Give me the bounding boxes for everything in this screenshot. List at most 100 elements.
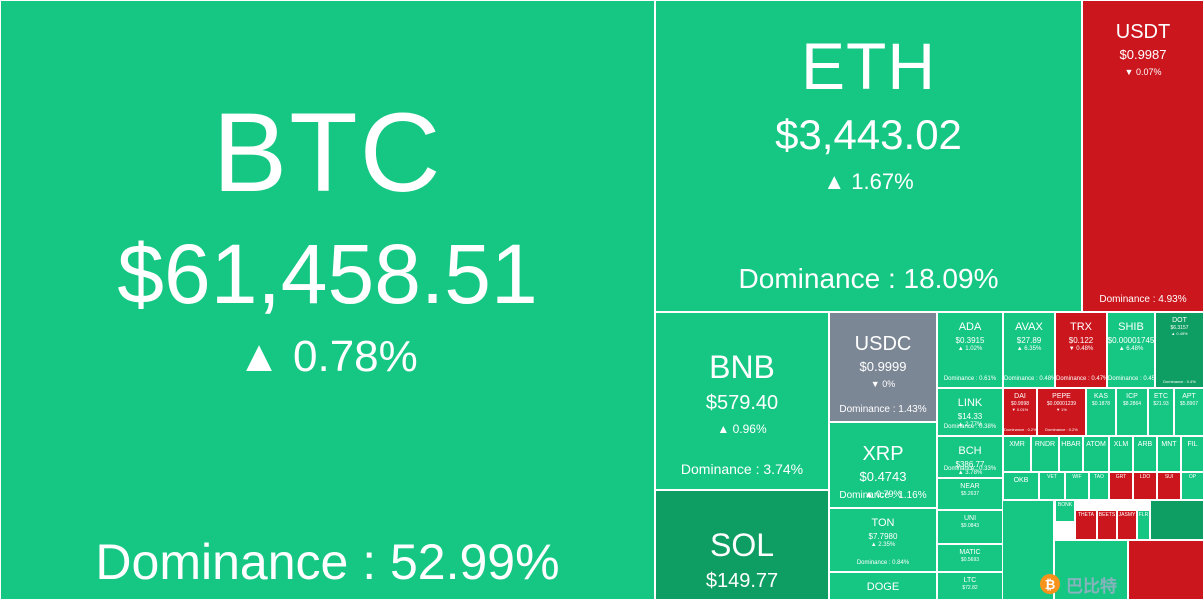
heatmap-tile-eth[interactable]: ETH $3,443.02 ▲ 1.67% Dominance : 18.09% bbox=[655, 0, 1082, 312]
heatmap-tile-grt[interactable]: GRT bbox=[1109, 472, 1133, 500]
heatmap-tile-doge[interactable]: DOGE bbox=[829, 572, 937, 600]
tile-symbol: WIF bbox=[1072, 474, 1082, 480]
heatmap-tile-xrp[interactable]: XRP $0.4743 ▲ 0.79% Dominance : 1.16% bbox=[829, 422, 937, 508]
tile-change: ▲ 1.67% bbox=[823, 169, 914, 195]
heatmap-tile-matic[interactable]: MATIC $0.5693 bbox=[937, 544, 1003, 572]
tile-symbol: OKB bbox=[1013, 477, 1029, 484]
tile-symbol: TAO bbox=[1094, 474, 1104, 480]
heatmap-tile-ldo[interactable]: LDO bbox=[1133, 472, 1157, 500]
heatmap-tile-mnt[interactable]: MNT bbox=[1157, 436, 1181, 472]
heatmap-tile-vet[interactable]: VET bbox=[1039, 472, 1065, 500]
tile-dominance: Dominance : 1.16% bbox=[839, 489, 927, 501]
heatmap-tile-bonk[interactable]: BONK bbox=[1055, 500, 1075, 522]
tile-price: $0.9987 bbox=[1119, 47, 1167, 62]
tile-dominance: Dominance : 0.45% bbox=[1108, 376, 1155, 383]
heatmap-tile-fil[interactable]: FIL bbox=[1181, 436, 1204, 472]
heatmap-tile-tao[interactable]: TAO bbox=[1089, 472, 1109, 500]
heatmap-tile-atom[interactable]: ATOM bbox=[1083, 436, 1109, 472]
heatmap-tile-uni[interactable]: UNI $9.0843 bbox=[937, 510, 1003, 544]
tile-price: $149.77 bbox=[705, 569, 779, 592]
tile-price: $9.0843 bbox=[960, 523, 980, 530]
heatmap-tile-avax[interactable]: AVAX $27.89 ▲ 6.35% Dominance : 0.48% bbox=[1003, 312, 1055, 388]
tile-price: $0.9998 bbox=[1010, 401, 1030, 408]
heatmap-tile-sui[interactable]: SUI bbox=[1157, 472, 1181, 500]
tile-dominance: Dominance : 0.61% bbox=[943, 376, 997, 383]
tile-symbol: VET bbox=[1047, 474, 1057, 480]
heatmap-tile-icp[interactable]: ICP $8.2864 bbox=[1116, 388, 1148, 436]
tile-dominance: Dominance : 0.2% bbox=[1004, 427, 1037, 433]
heatmap-tile-usdt[interactable]: USDT $0.9987 ▼ 0.07% Dominance : 4.93% bbox=[1082, 0, 1204, 312]
heatmap-tile-okb[interactable]: OKB bbox=[1003, 472, 1039, 500]
heatmap-tile-bnb[interactable]: BNB $579.40 ▲ 0.96% Dominance : 3.74% bbox=[655, 312, 829, 490]
heatmap-tile-flr[interactable]: FLR bbox=[1137, 510, 1150, 540]
tile-symbol: PEPE bbox=[1052, 393, 1071, 400]
heatmap-tile-beets[interactable]: BEETS bbox=[1097, 510, 1117, 540]
tile-price: $3,443.02 bbox=[775, 110, 962, 158]
tile-dominance: Dominance : 0.4% bbox=[1163, 379, 1196, 385]
tile-change: ▼ 0.01% bbox=[1011, 406, 1029, 412]
tile-price: $72.82 bbox=[962, 585, 978, 592]
tile-dominance: Dominance : 0.38% bbox=[943, 424, 997, 431]
heatmap-tile-apt[interactable]: APT $5.8907 bbox=[1174, 388, 1204, 436]
heatmap-tile-link[interactable]: LINK $14.33 ▲ 2.77% Dominance : 0.38% bbox=[937, 388, 1003, 436]
heatmap-tile-bch[interactable]: BCH $386.77 ▲ 3.78% Dominance : 0.33% bbox=[937, 436, 1003, 478]
tile-dominance: Dominance : 0.47% bbox=[1056, 376, 1107, 383]
tile-change: ▼ 0.07% bbox=[1124, 66, 1162, 77]
heatmap-tile-dot[interactable]: DOT $6.3157 ▲ 0.49% Dominance : 0.4% bbox=[1155, 312, 1204, 388]
tile-symbol: LTC bbox=[963, 577, 977, 584]
tile-symbol: DOT bbox=[1172, 317, 1187, 324]
tile-dominance: Dominance : 3.74% bbox=[680, 460, 804, 477]
tile-dominance: Dominance : 1.43% bbox=[839, 403, 927, 415]
heatmap-tile-near[interactable]: NEAR $5.2637 bbox=[937, 478, 1003, 510]
tile-symbol: MNT bbox=[1161, 441, 1177, 448]
tile-dominance: Dominance : 18.09% bbox=[738, 262, 999, 294]
heatmap-tile-op[interactable]: OP bbox=[1181, 472, 1204, 500]
heatmap-tile-theta[interactable]: THETA bbox=[1075, 510, 1097, 540]
tile-symbol: LDO bbox=[1139, 474, 1151, 480]
heatmap-tile-arb[interactable]: ARB bbox=[1133, 436, 1157, 472]
heatmap-tile-shib[interactable]: SHIB $0.00001745▲ 6.48% Dominance : 0.45% bbox=[1107, 312, 1155, 388]
heatmap-tile-trx[interactable]: TRX $0.122 ▼ 0.48% Dominance : 0.47% bbox=[1055, 312, 1107, 388]
tile-symbol: ETH bbox=[801, 29, 936, 103]
heatmap-tile-kas[interactable]: KAS $0.1878 bbox=[1086, 388, 1116, 436]
tile-price: $27.89 bbox=[1016, 335, 1042, 345]
heatmap-tile-xmr[interactable]: XMR bbox=[1003, 436, 1031, 472]
heatmap-tile-etc[interactable]: ETC $21.93 bbox=[1148, 388, 1174, 436]
heatmap-tile-minor bbox=[1150, 500, 1204, 540]
heatmap-tile-btc[interactable]: BTC $61,458.51 ▲ 0.78% Dominance : 52.99% bbox=[0, 0, 655, 600]
tile-symbol: XLM bbox=[1113, 441, 1129, 448]
tile-symbol: USDT bbox=[1115, 21, 1171, 43]
heatmap-tile-sol[interactable]: SOL$149.77▲ 8.8% bbox=[655, 490, 829, 600]
tile-price: $0.1878 bbox=[1091, 401, 1111, 408]
heatmap-tile-pepe[interactable]: PEPE $0.00001239 ▼ 1% Dominance : 0.2% bbox=[1037, 388, 1086, 436]
tile-symbol: GRT bbox=[1115, 474, 1127, 480]
tile-symbol: DAI bbox=[1014, 393, 1026, 400]
heatmap-tile-minor bbox=[1128, 540, 1204, 600]
heatmap-tile-usdc[interactable]: USDC $0.9999 ▼ 0% Dominance : 1.43% bbox=[829, 312, 937, 422]
heatmap-tile-ada[interactable]: ADA $0.3915 ▲ 1.02% Dominance : 0.61% bbox=[937, 312, 1003, 388]
tile-symbol: ADA bbox=[958, 321, 982, 333]
tile-symbol: TON bbox=[871, 517, 895, 529]
tile-symbol: ETC bbox=[1154, 393, 1168, 400]
heatmap-tile-ltc[interactable]: LTC $72.82 bbox=[937, 572, 1003, 600]
tile-symbol: BTC bbox=[212, 90, 443, 215]
tile-dominance: Dominance : 0.2% bbox=[1045, 427, 1078, 433]
tile-price: $0.00001239 bbox=[1046, 401, 1077, 408]
tile-change: ▼ 0% bbox=[870, 378, 896, 389]
tile-price: $0.5693 bbox=[960, 557, 980, 564]
heatmap-tile-dai[interactable]: DAI $0.9998 ▼ 0.01% Dominance : 0.2% bbox=[1003, 388, 1037, 436]
tile-price: $0.3915 bbox=[955, 335, 985, 345]
tile-symbol: XMR bbox=[1009, 441, 1025, 448]
heatmap-tile-xlm[interactable]: XLM bbox=[1109, 436, 1133, 472]
tile-price: $0.9999 bbox=[859, 359, 907, 374]
heatmap-tile-hbar[interactable]: HBAR bbox=[1059, 436, 1083, 472]
tile-price: $6.3157 bbox=[1170, 325, 1189, 332]
heatmap-tile-rndr[interactable]: RNDR bbox=[1031, 436, 1059, 472]
heatmap-tile-wif[interactable]: WIF bbox=[1065, 472, 1089, 500]
heatmap-tile-ton[interactable]: TON $7.7980 ▲ 2.35% Dominance : 0.84% bbox=[829, 508, 937, 572]
tile-symbol: USDC bbox=[854, 333, 912, 355]
heatmap-tile-jasmy[interactable]: JASMY bbox=[1117, 510, 1137, 540]
tile-change: ▲ 2.35% bbox=[870, 541, 896, 548]
tile-symbol: THETA bbox=[1077, 512, 1095, 518]
